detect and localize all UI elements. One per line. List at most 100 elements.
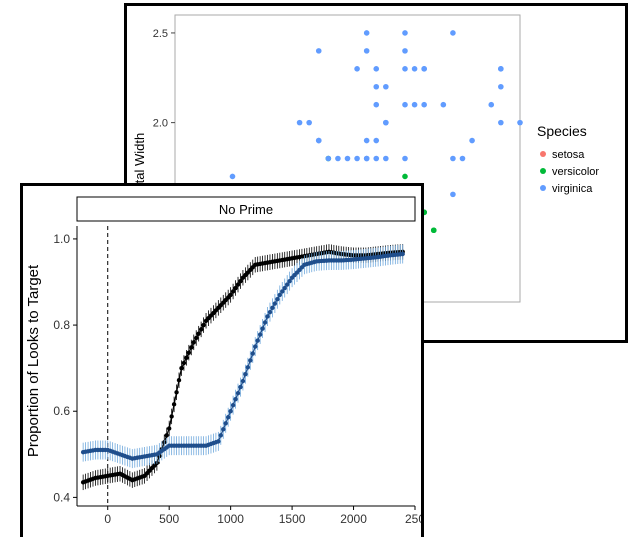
series-1	[80, 244, 405, 469]
y-tick-label: 1.0	[53, 232, 70, 246]
series-point	[191, 340, 196, 345]
scatter-point-virginica	[344, 155, 351, 162]
series-point	[228, 409, 233, 414]
scatter-point-virginica	[373, 137, 380, 144]
series-point	[243, 371, 248, 377]
legend-label-setosa: setosa	[552, 149, 585, 161]
series-point	[400, 251, 405, 257]
scatter-point-virginica	[373, 83, 380, 90]
series-point	[196, 331, 201, 336]
scatter-point-virginica	[383, 83, 389, 90]
y-tick-label: 0.8	[53, 318, 70, 332]
line-series	[80, 244, 405, 491]
scatter-point-virginica	[450, 155, 456, 162]
scatter-point-virginica	[373, 66, 380, 72]
facet-label: No Prime	[219, 202, 273, 217]
legend-label-virginica: virginica	[552, 183, 593, 195]
series-point	[245, 365, 251, 370]
series-point	[194, 335, 199, 341]
scatter-y-tick-label: 2.0	[153, 118, 168, 130]
x-tick-label: 500	[159, 512, 179, 526]
series-point	[216, 439, 221, 444]
series-point	[272, 301, 278, 306]
looks-line-chart: No Prime 0.4 0.6 0.8 1.0 0 500 1000 1500 2000 250…	[25, 196, 421, 526]
series-point	[181, 360, 187, 366]
series-point	[270, 305, 275, 311]
scatter-legend: setosa versicolor virginica	[540, 149, 599, 195]
series-point	[238, 278, 243, 284]
series-point	[287, 278, 292, 284]
y-axis-label: Proportion of Looks to Target	[25, 264, 42, 457]
series-point	[174, 390, 179, 395]
scatter-point-virginica	[411, 66, 418, 72]
series-point	[221, 427, 226, 432]
series-point	[169, 414, 174, 419]
scatter-y-tick-label: 2.5	[153, 28, 168, 40]
series-point	[186, 350, 192, 355]
series-point	[189, 345, 194, 350]
y-tick-label: 0.4	[53, 490, 70, 504]
scatter-point-virginica	[421, 66, 427, 72]
series-point	[198, 327, 204, 332]
scatter-point-virginica	[354, 155, 360, 162]
scatter-point-virginica	[402, 101, 408, 108]
series-point	[282, 285, 287, 291]
scatter-point-virginica	[402, 155, 408, 162]
scatter-point-virginica	[498, 83, 504, 90]
scatter-point-virginica	[402, 48, 408, 54]
series-point	[253, 344, 258, 349]
scatter-y-axis-label: Petal Width	[132, 133, 147, 199]
series-point	[262, 320, 268, 325]
scatter-point-virginica	[325, 155, 332, 162]
series-point	[176, 378, 182, 383]
scatter-point-virginica	[402, 66, 408, 72]
scatter-point-virginica	[363, 137, 370, 144]
series-point	[223, 421, 228, 426]
scatter-point-virginica	[363, 30, 370, 36]
series-point	[284, 282, 290, 287]
series-point	[218, 433, 224, 438]
series-point	[255, 338, 260, 343]
series-point	[267, 309, 273, 315]
series-point	[240, 378, 246, 384]
scatter-point-versicolor	[402, 173, 408, 180]
series-point	[250, 351, 255, 356]
scatter-point-virginica	[229, 173, 236, 180]
scatter-point-virginica	[498, 119, 504, 126]
series-point	[277, 292, 282, 298]
scatter-point-virginica	[421, 101, 427, 108]
y-tick-label: 0.6	[53, 404, 70, 418]
series-point	[230, 289, 236, 294]
series-point	[280, 289, 285, 294]
series-point	[248, 358, 253, 363]
scatter-point-virginica	[315, 48, 322, 54]
scatter-point-virginica	[315, 137, 322, 144]
x-tick-label: 250	[405, 512, 421, 526]
series-point	[228, 292, 233, 298]
x-tick-label: 1000	[217, 512, 244, 526]
scatter-point-virginica	[450, 30, 456, 36]
scatter-point-virginica	[402, 30, 408, 36]
scatter-point-versicolor	[430, 227, 437, 234]
scatter-point-virginica	[498, 66, 504, 72]
legend-title: Species	[537, 123, 587, 139]
scatter-point-virginica	[459, 155, 466, 162]
legend-key-virginica	[540, 185, 546, 191]
series-point	[184, 355, 189, 361]
series-point	[171, 402, 177, 407]
scatter-point-virginica	[469, 137, 475, 144]
series-point	[201, 322, 206, 328]
legend-key-setosa	[540, 151, 546, 157]
scatter-point-virginica	[335, 155, 341, 162]
looks-line-panel: No Prime 0.4 0.6 0.8 1.0 0 500 1000 1500 2000 250…	[20, 183, 424, 537]
series-point	[275, 297, 280, 302]
scatter-point-virginica	[440, 101, 447, 108]
line-ticks: 0.4 0.6 0.8 1.0 0 500 1000 1500 2000 250	[53, 232, 421, 526]
scatter-point-virginica	[517, 119, 523, 126]
scatter-point-virginica	[383, 155, 389, 162]
series-point	[179, 365, 184, 371]
x-tick-label: 1500	[279, 512, 306, 526]
legend-key-versicolor	[540, 168, 546, 174]
x-tick-label: 2000	[340, 512, 367, 526]
scatter-point-virginica	[363, 155, 370, 162]
